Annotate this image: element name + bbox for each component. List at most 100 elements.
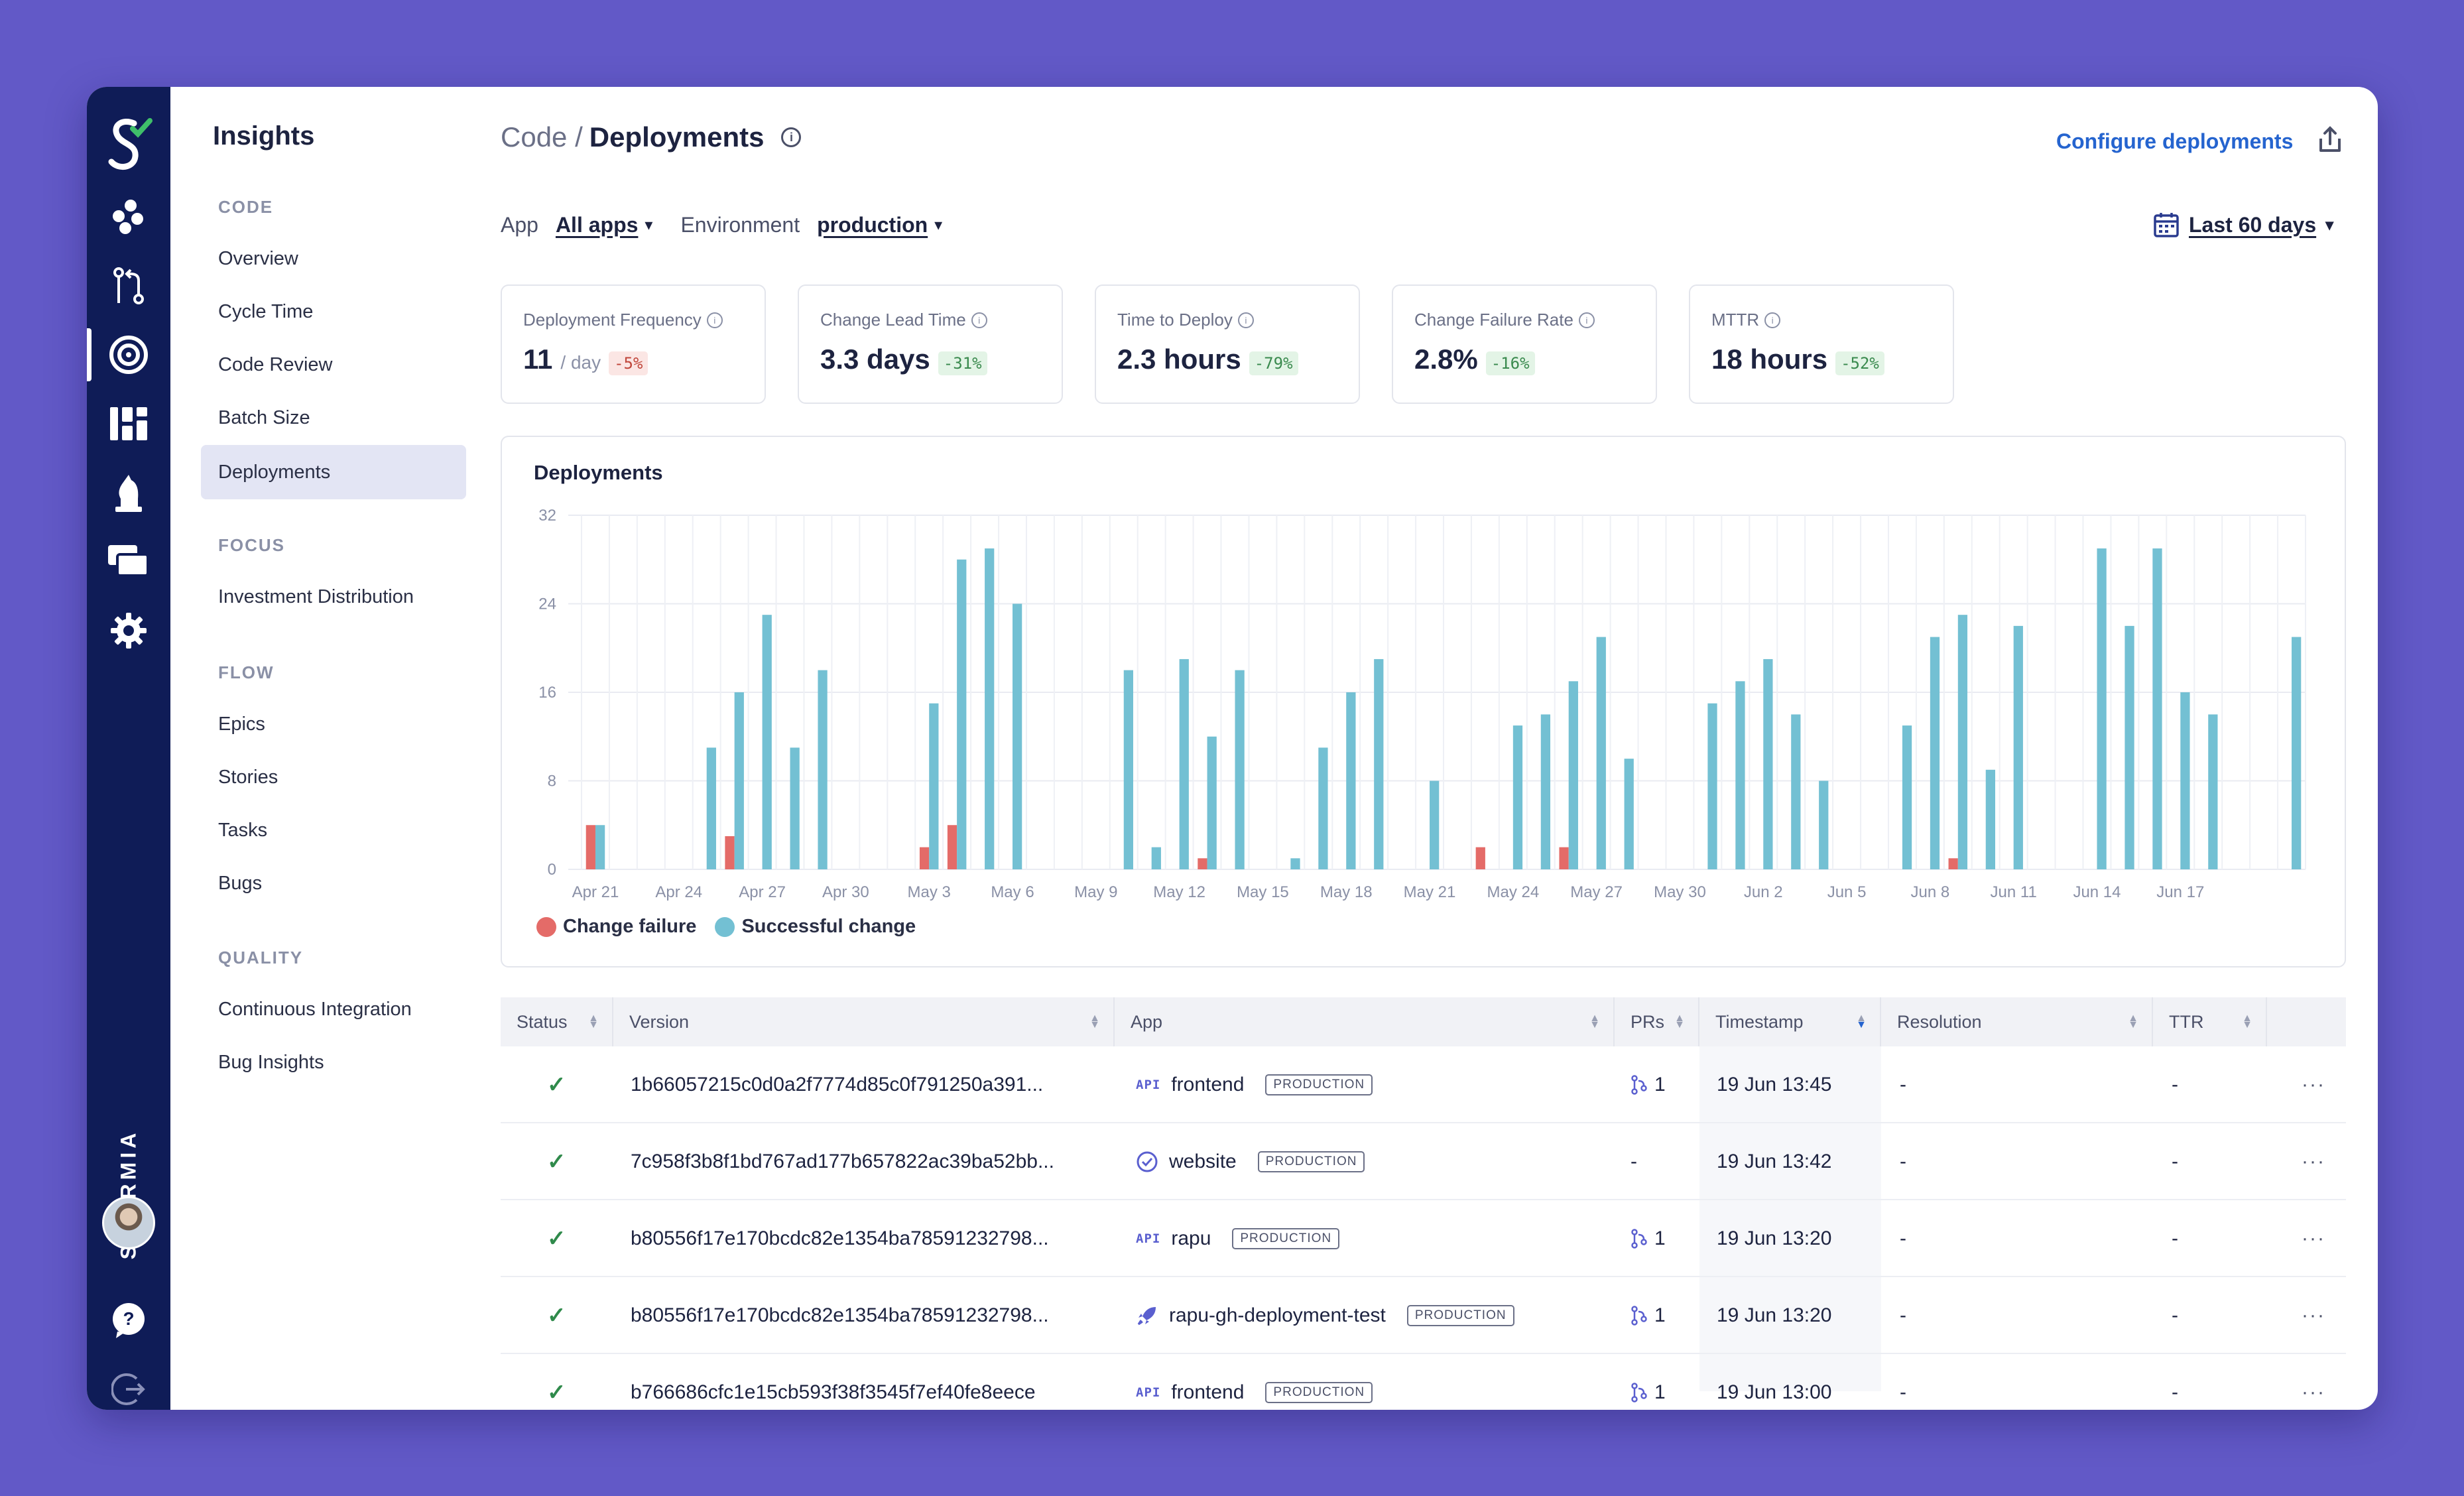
more-actions-icon[interactable]: ··· (2302, 1151, 2325, 1172)
bar-successful-change[interactable] (1123, 670, 1133, 869)
bar-successful-change[interactable] (1235, 670, 1245, 869)
bar-successful-change[interactable] (734, 692, 744, 869)
bar-successful-change[interactable] (1318, 747, 1328, 869)
table-row[interactable]: ✓ 1b66057215c0d0a2f7774d85c0f791250a391..… (501, 1046, 2346, 1123)
bar-successful-change[interactable] (1763, 658, 1773, 869)
sidebar-item-bugs[interactable]: Bugs (218, 872, 263, 894)
bar-change-failure[interactable] (1948, 858, 1958, 869)
bar-successful-change[interactable] (1151, 847, 1161, 869)
bar-successful-change[interactable] (1512, 725, 1523, 869)
environment-filter-select[interactable]: production (817, 213, 928, 237)
sort-icon[interactable]: ▲ ▼ (1674, 1013, 1685, 1030)
app-cell[interactable]: rapu-gh-deployment-test PRODUCTION (1136, 1277, 1514, 1354)
share-icon[interactable] (2315, 125, 2345, 155)
bar-change-failure[interactable] (725, 836, 735, 869)
info-icon[interactable]: i (1764, 312, 1781, 328)
sidebar-item-deployments[interactable]: Deployments (201, 445, 466, 499)
table-row[interactable]: ✓ b766686cfc1e15cb593f38f3545f7ef40fe8eec… (501, 1354, 2346, 1410)
bar-successful-change[interactable] (1596, 637, 1606, 869)
sidebar-item-overview[interactable]: Overview (218, 247, 298, 269)
bar-successful-change[interactable] (1957, 615, 1968, 869)
sidebar-item-bug-insights[interactable]: Bug Insights (218, 1051, 324, 1073)
sort-icon[interactable]: ▲ ▼ (1856, 1013, 1867, 1030)
help-icon[interactable]: ? (87, 1294, 170, 1347)
bar-successful-change[interactable] (2292, 637, 2302, 869)
insights-target-icon[interactable] (87, 328, 170, 381)
sidebar-item-batch-size[interactable]: Batch Size (218, 406, 310, 428)
info-icon[interactable]: i (1237, 312, 1254, 328)
breadcrumb-parent[interactable]: Code / (501, 121, 583, 153)
bar-successful-change[interactable] (1819, 780, 1829, 870)
bar-successful-change[interactable] (1985, 769, 1995, 869)
bar-successful-change[interactable] (595, 825, 605, 869)
prs-cell[interactable]: - (1631, 1123, 1637, 1200)
sort-icon[interactable]: ▲ ▼ (1589, 1013, 1600, 1030)
legend-item-successful-change[interactable]: Successful change (715, 916, 916, 938)
sidebar-item-continuous-integration[interactable]: Continuous Integration (218, 998, 412, 1020)
bar-successful-change[interactable] (2180, 692, 2190, 869)
bar-successful-change[interactable] (818, 670, 828, 869)
column-header-prs[interactable]: PRs ▲ ▼ (1615, 997, 1699, 1046)
bar-successful-change[interactable] (2097, 548, 2107, 869)
version-hash[interactable]: b766686cfc1e15cb593f38f3545f7ef40fe8eece (631, 1381, 1036, 1403)
bar-successful-change[interactable] (1013, 603, 1022, 870)
bar-successful-change[interactable] (1430, 780, 1440, 870)
pull-request-icon[interactable] (87, 259, 170, 312)
date-range-picker[interactable]: Last 60 days ▾ (2153, 212, 2333, 238)
column-header-version[interactable]: Version ▲ ▼ (613, 997, 1115, 1046)
bar-successful-change[interactable] (2013, 625, 2023, 869)
bar-successful-change[interactable] (1624, 759, 1634, 869)
column-header-timestamp[interactable]: Timestamp ▲ ▼ (1699, 997, 1881, 1046)
app-filter-select[interactable]: All apps (555, 213, 639, 237)
column-header-app[interactable]: App ▲ ▼ (1115, 997, 1615, 1046)
version-hash[interactable]: b80556f17e170bcdc82e1354ba78591232798... (631, 1304, 1049, 1326)
column-header-ttr[interactable]: TTR ▲ ▼ (2153, 997, 2267, 1046)
bar-successful-change[interactable] (762, 615, 772, 869)
info-icon[interactable]: i (1578, 312, 1595, 328)
dashboard-icon[interactable] (87, 397, 170, 450)
chevron-down-icon[interactable]: ▾ (2325, 216, 2334, 234)
table-row[interactable]: ✓ b80556f17e170bcdc82e1354ba78591232798..… (501, 1277, 2346, 1354)
bar-change-failure[interactable] (1475, 847, 1485, 869)
chess-knight-icon[interactable] (87, 466, 170, 519)
bar-change-failure[interactable] (947, 825, 957, 869)
bar-successful-change[interactable] (1930, 637, 1940, 869)
bar-successful-change[interactable] (1791, 714, 1801, 869)
sidebar-item-tasks[interactable]: Tasks (218, 819, 268, 841)
table-row[interactable]: ✓ 7c958f3b8f1bd767ad177b657822ac39ba52bb.… (501, 1123, 2346, 1200)
kpi-card-mttr[interactable]: MTTR i 18 hours -52% (1689, 284, 1954, 404)
chevron-down-icon[interactable]: ▾ (934, 216, 943, 234)
version-hash[interactable]: b80556f17e170bcdc82e1354ba78591232798... (631, 1227, 1049, 1249)
prs-cell[interactable]: 1 (1631, 1277, 1666, 1354)
more-actions-icon[interactable]: ··· (2302, 1074, 2325, 1095)
configure-deployments-link[interactable]: Configure deployments (2056, 129, 2294, 153)
app-cell[interactable]: API rapu PRODUCTION (1136, 1200, 1340, 1277)
bar-successful-change[interactable] (1374, 658, 1384, 869)
kpi-card-deployment-frequency[interactable]: Deployment Frequency i 11 / day -5% (501, 284, 766, 404)
gear-icon[interactable] (87, 604, 170, 657)
info-icon[interactable]: i (971, 312, 987, 328)
legend-item-change-failure[interactable]: Change failure (536, 916, 696, 938)
version-hash[interactable]: 7c958f3b8f1bd767ad177b657822ac39ba52bb..… (631, 1151, 1054, 1172)
column-header-resolution[interactable]: Resolution ▲ ▼ (1881, 997, 2153, 1046)
app-cell[interactable]: API frontend PRODUCTION (1136, 1046, 1373, 1123)
bar-successful-change[interactable] (1568, 681, 1578, 869)
bar-successful-change[interactable] (2125, 625, 2134, 869)
swarmia-logo-icon[interactable] (87, 111, 170, 177)
bar-successful-change[interactable] (2208, 714, 2218, 869)
bar-change-failure[interactable] (1559, 847, 1569, 869)
table-row[interactable]: ✓ b80556f17e170bcdc82e1354ba78591232798..… (501, 1200, 2346, 1277)
bar-successful-change[interactable] (1346, 692, 1356, 869)
sidebar-item-code-review[interactable]: Code Review (218, 353, 333, 375)
chevron-down-icon[interactable]: ▾ (645, 216, 653, 234)
sidebar-item-investment-distribution[interactable]: Investment Distribution (218, 586, 414, 607)
bar-successful-change[interactable] (985, 548, 995, 869)
bar-successful-change[interactable] (1207, 736, 1217, 869)
sort-icon[interactable]: ▲ ▼ (2242, 1013, 2252, 1030)
bar-successful-change[interactable] (2152, 548, 2162, 869)
more-actions-icon[interactable]: ··· (2302, 1227, 2325, 1249)
sort-icon[interactable]: ▲ ▼ (2128, 1013, 2138, 1030)
people-icon[interactable] (87, 190, 170, 243)
sidebar-item-cycle-time[interactable]: Cycle Time (218, 300, 314, 322)
bar-successful-change[interactable] (1902, 725, 1912, 869)
